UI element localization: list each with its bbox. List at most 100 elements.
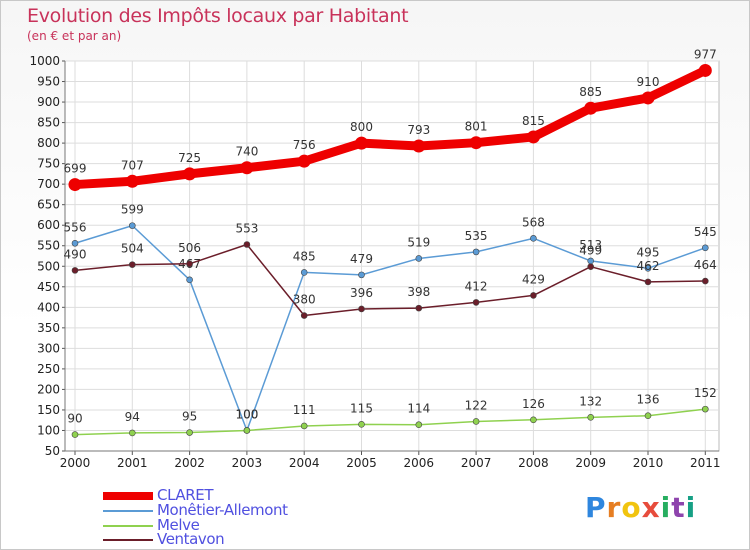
data-label-Ventavon-2005: 396 (350, 286, 373, 300)
data-point-CLARET-2002 (183, 167, 197, 181)
y-tick-label: 900 (37, 95, 60, 109)
proxiti-logo: Proxiti (585, 491, 696, 524)
data-label-Melve-2008: 126 (522, 397, 545, 411)
y-tick-label: 400 (37, 300, 60, 314)
data-label-CLARET-2004: 756 (293, 138, 316, 152)
data-label-Melve-2010: 136 (637, 393, 660, 407)
logo-letter: i (685, 491, 697, 524)
legend-swatch (103, 492, 153, 500)
data-point-Ventavon-2003 (243, 241, 251, 248)
data-point-CLARET-2000 (68, 178, 82, 192)
data-label-Monêtier-Allemont-2005: 479 (350, 252, 373, 266)
data-point-CLARET-2006 (412, 139, 426, 153)
chart-title: Evolution des Impôts locaux par Habitant (27, 5, 409, 27)
y-tick-label: 300 (37, 341, 60, 355)
x-tick-label: 2007 (461, 456, 492, 470)
y-tick-label: 100 (37, 423, 60, 437)
data-point-Ventavon-2000 (71, 267, 79, 274)
data-point-Melve-2003 (243, 427, 251, 434)
data-label-Monêtier-Allemont-2000: 556 (64, 220, 87, 234)
data-label-Monêtier-Allemont-2007: 535 (465, 229, 488, 243)
y-tick-label: 1000 (29, 54, 60, 68)
y-tick-label: 700 (37, 177, 60, 191)
data-label-CLARET-2005: 800 (350, 120, 373, 134)
y-tick-label: 850 (37, 116, 60, 130)
data-point-CLARET-2003 (240, 161, 254, 175)
data-label-Melve-2005: 115 (350, 401, 373, 415)
data-label-CLARET-2009: 885 (579, 85, 602, 99)
data-point-Melve-2010 (644, 412, 652, 419)
legend-label: Ventavon (157, 530, 225, 548)
data-label-Ventavon-2009: 499 (579, 244, 602, 258)
data-point-CLARET-2010 (641, 91, 655, 105)
data-point-Ventavon-2011 (701, 277, 709, 285)
data-point-Monêtier-Allemont-2009 (587, 257, 595, 265)
data-label-CLARET-2000: 699 (64, 162, 87, 176)
data-point-Melve-2000 (71, 431, 79, 438)
logo-letter: t (671, 491, 686, 524)
legend-swatch (103, 525, 153, 527)
data-point-CLARET-2008 (526, 130, 540, 144)
y-tick-label: 550 (37, 239, 60, 253)
y-tick-label: 450 (37, 280, 60, 294)
data-point-Monêtier-Allemont-2010 (644, 265, 652, 272)
plot-area (64, 60, 720, 452)
data-point-Melve-2008 (530, 416, 537, 424)
data-point-Ventavon-2007 (472, 299, 480, 306)
data-label-CLARET-2006: 793 (407, 123, 430, 137)
data-label-CLARET-2007: 801 (465, 120, 488, 134)
data-label-Melve-2001: 94 (125, 410, 140, 424)
y-tick-label: 650 (37, 198, 60, 212)
data-point-Ventavon-2010 (644, 278, 652, 286)
logo-letter: x (641, 491, 661, 524)
data-label-Melve-2004: 111 (293, 403, 316, 417)
y-tick-label: 750 (37, 157, 60, 171)
y-tick-label: 250 (37, 362, 60, 376)
data-point-Ventavon-2009 (587, 263, 595, 270)
data-label-Ventavon-2010: 462 (637, 259, 660, 273)
series-line-Monêtier-Allemont (74, 224, 707, 432)
data-point-Monêtier-Allemont-2002 (186, 276, 193, 284)
y-tick-label: 150 (37, 403, 60, 417)
x-tick-label: 2000 (60, 456, 91, 470)
data-point-Melve-2009 (587, 414, 595, 421)
data-label-Melve-2011: 152 (694, 386, 717, 400)
data-label-CLARET-2008: 815 (522, 114, 545, 128)
data-label-Ventavon-2003: 553 (235, 222, 258, 236)
data-point-Ventavon-2002 (186, 260, 193, 268)
legend-swatch (103, 539, 153, 541)
y-tick-label: 50 (45, 444, 60, 458)
series-line-Melve (74, 408, 707, 436)
data-point-Melve-2006 (415, 421, 423, 429)
data-point-Monêtier-Allemont-2011 (701, 244, 709, 252)
data-label-Melve-2002: 95 (182, 410, 197, 424)
series-line-CLARET (70, 65, 710, 190)
data-label-CLARET-2002: 725 (178, 151, 201, 165)
data-label-Monêtier-Allemont-2006: 519 (407, 235, 430, 249)
data-point-CLARET-2007 (469, 136, 483, 150)
data-label-Ventavon-2002: 506 (178, 241, 201, 255)
data-point-Monêtier-Allemont-2006 (415, 255, 423, 262)
data-label-Ventavon-2006: 398 (407, 285, 430, 299)
data-label-CLARET-2010: 910 (637, 75, 660, 89)
x-tick-label: 2006 (404, 456, 435, 470)
data-label-Ventavon-2001: 504 (121, 242, 144, 256)
legend-swatch (103, 510, 153, 512)
data-point-CLARET-2009 (584, 101, 598, 115)
legend-label: Melve (157, 516, 200, 534)
y-tick-label: 200 (37, 382, 60, 396)
data-label-Monêtier-Allemont-2001: 599 (121, 203, 144, 217)
legend-label: Monêtier-Allemont (157, 501, 288, 519)
data-point-Monêtier-Allemont-2001 (129, 222, 136, 229)
data-point-Ventavon-2008 (530, 292, 537, 299)
x-tick-label: 2010 (633, 456, 664, 470)
data-label-Monêtier-Allemont-2009: 513 (579, 238, 602, 252)
data-point-Monêtier-Allemont-2008 (530, 235, 537, 242)
data-label-Monêtier-Allemont-2010: 495 (637, 245, 660, 259)
data-point-CLARET-2004 (297, 154, 311, 168)
data-point-Melve-2011 (701, 405, 709, 413)
data-label-Melve-2007: 122 (465, 398, 488, 412)
logo-letter: P (585, 491, 607, 524)
